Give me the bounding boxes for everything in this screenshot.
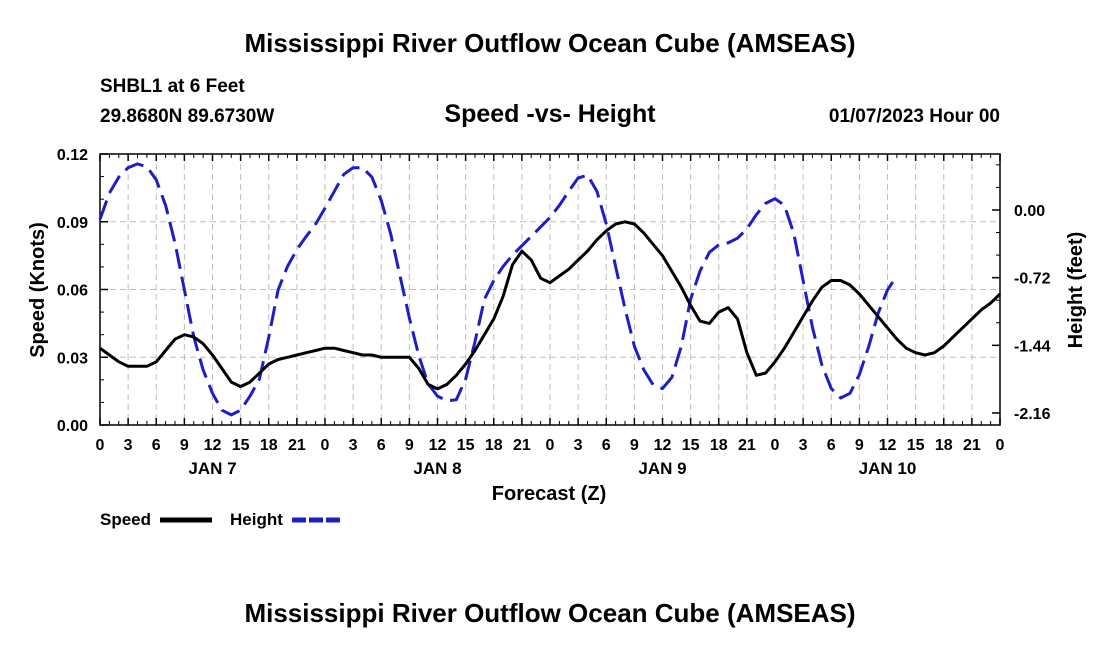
x-tick-label: 18	[710, 437, 728, 454]
x-tick-label: 3	[799, 437, 808, 454]
x-tick-label: 6	[377, 437, 386, 454]
y-right-tick-label: -0.72	[1014, 271, 1051, 288]
y-left-tick-label: 0.12	[57, 147, 88, 164]
x-tick-label: 18	[935, 437, 953, 454]
y-axis-label-left: Speed (Knots)	[27, 222, 49, 358]
day-labels: JAN 7 JAN 8 JAN 9 JAN 10	[188, 459, 916, 478]
series-line-speed	[99, 220, 1002, 391]
y-right-tick-label: 0.00	[1014, 203, 1045, 220]
x-tick-label: 3	[124, 437, 133, 454]
day-label: JAN 8	[413, 459, 461, 478]
x-tick-label: 21	[513, 437, 531, 454]
x-axis-label: Forecast (Z)	[492, 483, 606, 505]
y-right-tick-label: -1.44	[1014, 338, 1051, 355]
x-tick-label: 6	[152, 437, 161, 454]
series-line-height	[98, 162, 899, 417]
y-left-tick-label: 0.03	[57, 350, 88, 367]
y-axis-label-right: Height (feet)	[1065, 232, 1087, 349]
x-tick-label: 0	[321, 437, 330, 454]
footer-title: Mississippi River Outflow Ocean Cube (AM…	[244, 598, 856, 628]
x-tick-label: 0	[546, 437, 555, 454]
chart-subtitle: Speed -vs- Height	[444, 100, 656, 128]
x-tick-label: 12	[429, 437, 447, 454]
x-tick-label: 0	[771, 437, 780, 454]
right-tick-labels: 0.00 -0.72 -1.44 -2.16	[1014, 203, 1051, 423]
x-tick-label: 9	[405, 437, 414, 454]
x-tick-label: 18	[485, 437, 503, 454]
x-tick-label: 3	[349, 437, 358, 454]
x-tick-label: 15	[907, 437, 925, 454]
x-tick-label: 21	[288, 437, 306, 454]
x-tick-label: 12	[204, 437, 222, 454]
day-label: JAN 10	[859, 459, 917, 478]
x-tick-label: 12	[654, 437, 672, 454]
x-tick-label: 21	[738, 437, 756, 454]
x-tick-label: 0	[996, 437, 1005, 454]
left-tick-labels: 0.00 0.03 0.06 0.09 0.12	[57, 147, 88, 435]
legend: Speed Height	[100, 510, 342, 529]
x-tick-label: 6	[827, 437, 836, 454]
legend-label-speed: Speed	[100, 510, 151, 529]
x-tick-label: 21	[963, 437, 981, 454]
coordinates-label: 29.8680N 89.6730W	[100, 106, 275, 127]
x-tick-label: 15	[232, 437, 250, 454]
x-tick-label: 3	[574, 437, 583, 454]
x-tick-label: 12	[879, 437, 897, 454]
x-tick-label: 9	[180, 437, 189, 454]
day-label: JAN 7	[188, 459, 236, 478]
x-tick-label: 0	[96, 437, 105, 454]
main-title: Mississippi River Outflow Ocean Cube (AM…	[244, 28, 856, 58]
x-tick-label: 18	[260, 437, 278, 454]
station-label: SHBL1 at 6 Feet	[100, 76, 245, 97]
forecast-datetime: 01/07/2023 Hour 00	[828, 106, 1000, 127]
x-tick-label: 9	[855, 437, 864, 454]
axis-ticks	[99, 153, 1001, 426]
y-left-tick-label: 0.00	[57, 418, 88, 435]
x-tick-labels: 0 3 6 9 12 15 18 21 0 3 6 9 12 15 18 21 0 3 6 9 12 15 18 21 0 3 6 9…	[96, 437, 1005, 454]
day-label: JAN 9	[638, 459, 686, 478]
legend-label-height: Height	[230, 510, 283, 529]
x-tick-label: 6	[602, 437, 611, 454]
y-left-tick-label: 0.09	[57, 215, 88, 232]
x-tick-label: 15	[457, 437, 475, 454]
x-tick-label: 15	[682, 437, 700, 454]
y-right-tick-label: -2.16	[1014, 406, 1051, 423]
y-left-tick-label: 0.06	[57, 283, 88, 300]
x-tick-label: 9	[630, 437, 639, 454]
